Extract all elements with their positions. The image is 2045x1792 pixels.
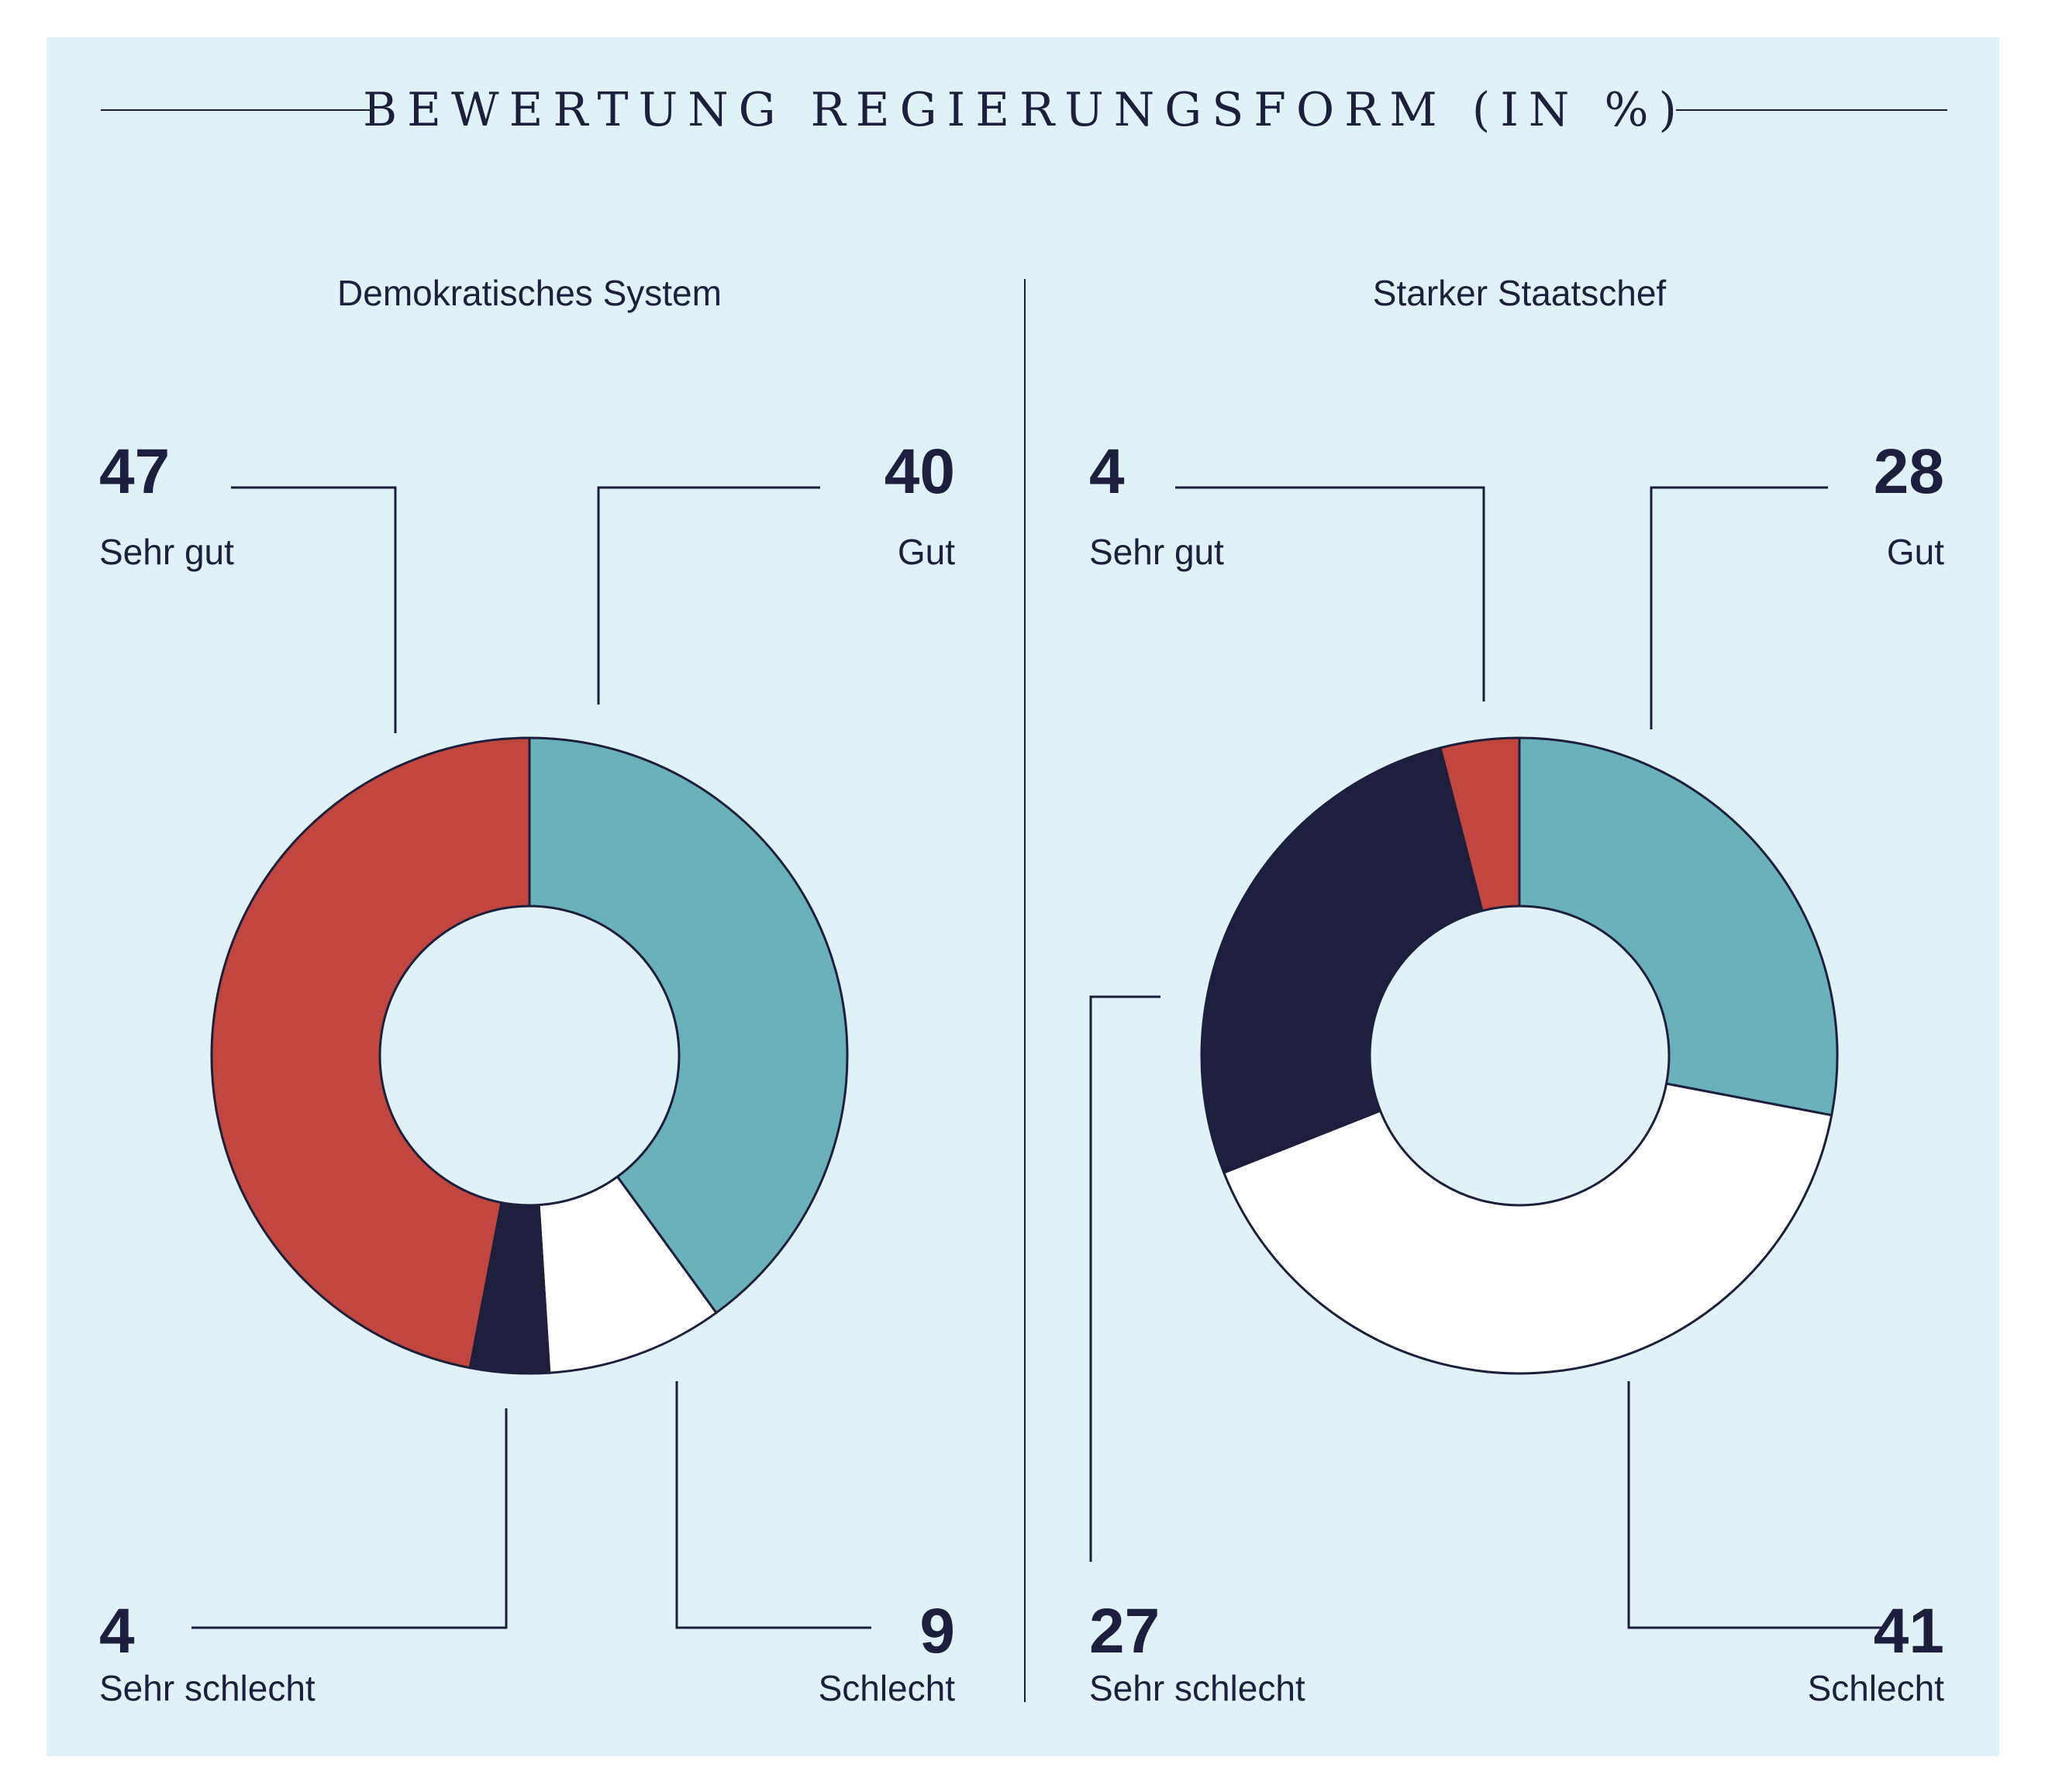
right-chart-title: Starker Staatschef xyxy=(1373,273,1667,313)
left-leader-schlecht xyxy=(675,1381,871,1629)
left-label-sehr-schlecht: Sehr schlecht xyxy=(99,1668,316,1708)
right-slice-sehr-schlecht xyxy=(1200,746,1484,1174)
left-leader-sehr-schlecht xyxy=(191,1408,508,1629)
right-label-sehr-gut: Sehr gut xyxy=(1089,532,1224,572)
right-value-schlecht: 41 xyxy=(1874,1596,1944,1666)
right-label-gut: Gut xyxy=(1887,532,1944,572)
left-donut xyxy=(210,736,849,1375)
left-chart-title: Demokratisches System xyxy=(337,273,722,313)
right-leader-schlecht xyxy=(1627,1381,1884,1629)
right-leader-sehr-gut xyxy=(1175,486,1485,701)
right-label-schlecht: Schlecht xyxy=(1808,1668,1945,1708)
right-donut xyxy=(1200,736,1839,1375)
left-leader-sehr-gut xyxy=(231,486,397,733)
right-label-sehr-schlecht: Sehr schlecht xyxy=(1089,1668,1305,1708)
right-slice-schlecht xyxy=(1223,1082,1833,1375)
chart-title: BEWERTUNG REGIERUNGSFORM (IN %) xyxy=(363,83,1687,137)
left-label-sehr-gut: Sehr gut xyxy=(99,532,234,572)
left-slice-gut xyxy=(528,736,849,1315)
right-leader-sehr-schlecht xyxy=(1089,995,1160,1562)
right-value-gut: 28 xyxy=(1874,436,1944,507)
left-value-sehr-schlecht: 4 xyxy=(99,1596,135,1666)
left-label-gut: Gut xyxy=(898,532,955,572)
right-slice-sehr-gut xyxy=(1439,736,1521,912)
left-value-sehr-gut: 47 xyxy=(99,436,170,507)
right-leader-gut xyxy=(1650,486,1828,729)
right-value-sehr-schlecht: 27 xyxy=(1089,1596,1160,1666)
right-value-sehr-gut: 4 xyxy=(1089,436,1125,507)
left-label-schlecht: Schlecht xyxy=(819,1668,956,1708)
right-slice-gut xyxy=(1518,736,1839,1117)
left-value-gut: 40 xyxy=(885,436,955,507)
left-leader-gut xyxy=(597,486,820,705)
left-value-schlecht: 9 xyxy=(919,1596,955,1666)
left-slice-sehr-gut xyxy=(210,736,531,1370)
